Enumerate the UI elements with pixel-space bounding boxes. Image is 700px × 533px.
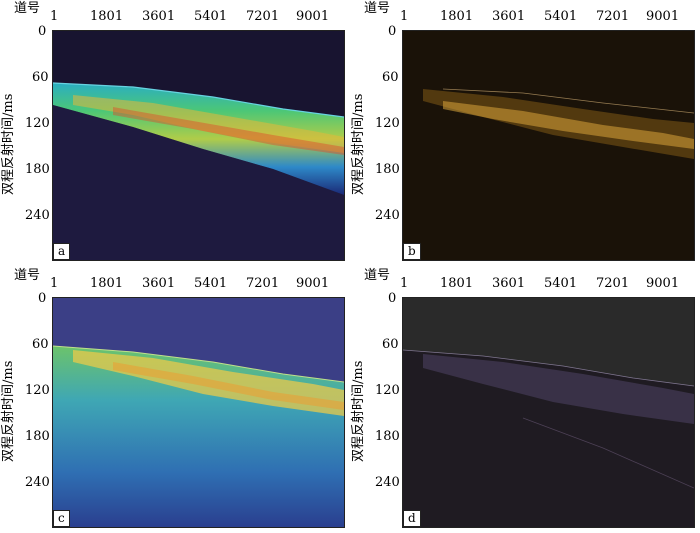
seismic-section-d: d [402, 297, 695, 528]
x-tick-label: 7201 [246, 276, 280, 291]
x-tick-label: 9001 [646, 276, 680, 291]
y-tick-label: 180 [25, 429, 50, 444]
x-tick-label: 7201 [596, 276, 630, 291]
x-tick-label: 1801 [440, 276, 474, 291]
x-tick-label: 1 [400, 9, 409, 24]
x-tick-label: 1 [50, 276, 59, 291]
time-axis-title: 双程反射时间/ms [351, 93, 366, 195]
y-tick-label: 60 [382, 337, 399, 352]
y-tick-label: 240 [25, 475, 50, 490]
x-tick-label: 3601 [492, 276, 526, 291]
y-tick-label: 240 [375, 475, 400, 490]
time-axis-title: 双程反射时间/ms [351, 360, 366, 462]
y-tick-label: 240 [25, 208, 50, 223]
seismic-section-b: b [402, 30, 695, 261]
x-tick-label: 5401 [544, 276, 578, 291]
x-tick-label: 5401 [194, 9, 228, 24]
x-tick-label: 3601 [142, 276, 176, 291]
panel-tag-c: c [53, 509, 70, 527]
x-tick-label: 1801 [90, 276, 124, 291]
y-tick-label: 60 [32, 337, 49, 352]
track-axis-title: 道号 [364, 1, 391, 16]
track-axis-title: 道号 [14, 268, 41, 283]
x-tick-label: 9001 [296, 276, 330, 291]
x-tick-label: 5401 [544, 9, 578, 24]
x-tick-label: 7201 [596, 9, 630, 24]
y-tick-label: 0 [38, 24, 47, 39]
x-tick-label: 9001 [296, 9, 330, 24]
panel-c: 道号 1 1801 3601 5401 7201 9001 双程反射时间/ms … [0, 267, 350, 533]
panel-tag-b: b [403, 242, 421, 260]
x-tick-label: 5401 [194, 276, 228, 291]
panel-d: 道号 1 1801 3601 5401 7201 9001 双程反射时间/ms … [350, 267, 700, 533]
y-tick-label: 180 [25, 162, 50, 177]
x-tick-label: 3601 [492, 9, 526, 24]
panel-b: 道号 1 1801 3601 5401 7201 9001 双程反射时间/ms … [350, 0, 700, 266]
seismic-section-c: c [52, 297, 345, 528]
x-tick-label: 7201 [246, 9, 280, 24]
panel-tag-a: a [53, 242, 71, 260]
y-tick-label: 60 [382, 70, 399, 85]
y-tick-label: 0 [388, 24, 397, 39]
x-tick-label: 1 [400, 276, 409, 291]
seismic-image-a [53, 31, 344, 260]
time-axis-title: 双程反射时间/ms [1, 360, 16, 462]
y-tick-label: 120 [25, 383, 50, 398]
seismic-image-b [403, 31, 694, 260]
x-tick-label: 9001 [646, 9, 680, 24]
y-tick-label: 120 [25, 116, 50, 131]
panel-tag-d: d [403, 509, 421, 527]
y-tick-label: 120 [375, 116, 400, 131]
y-tick-label: 0 [388, 291, 397, 306]
y-tick-label: 60 [32, 70, 49, 85]
track-axis-title: 道号 [14, 1, 41, 16]
track-axis-title: 道号 [364, 268, 391, 283]
y-tick-label: 120 [375, 383, 400, 398]
y-tick-label: 240 [375, 208, 400, 223]
seismic-section-a: a [52, 30, 345, 261]
y-tick-label: 180 [375, 162, 400, 177]
seismic-image-c [53, 298, 344, 527]
x-tick-label: 1801 [440, 9, 474, 24]
y-tick-label: 180 [375, 429, 400, 444]
seismic-image-d [403, 298, 694, 527]
panel-a: 道号 1 1801 3601 5401 7201 9001 双程反射时间/ms … [0, 0, 350, 266]
x-tick-label: 1 [50, 9, 59, 24]
x-tick-label: 1801 [90, 9, 124, 24]
y-tick-label: 0 [38, 291, 47, 306]
time-axis-title: 双程反射时间/ms [1, 93, 16, 195]
x-tick-label: 3601 [142, 9, 176, 24]
